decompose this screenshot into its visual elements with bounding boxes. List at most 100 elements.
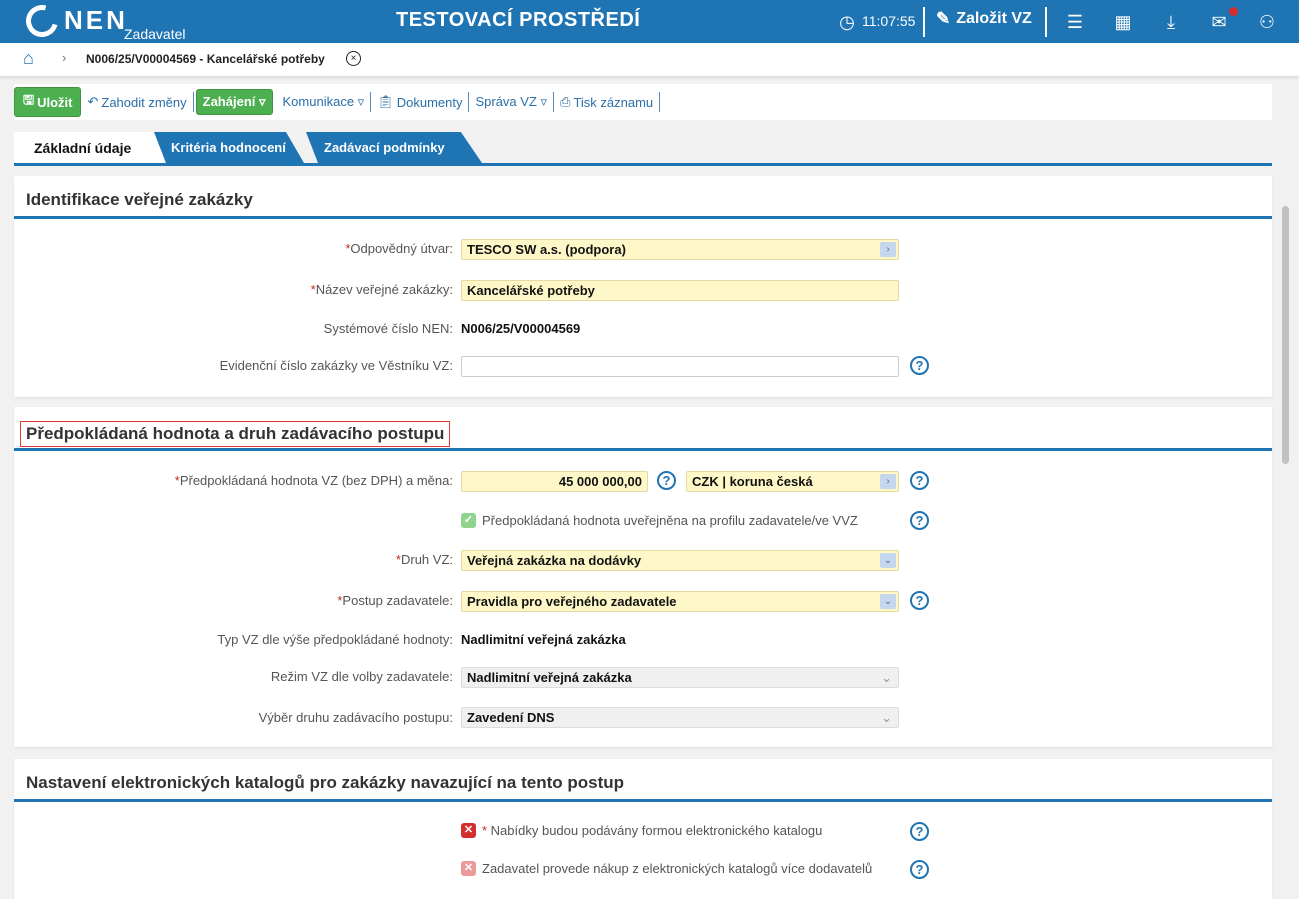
nen-logo[interactable]: NEN Zadavatel	[20, 0, 185, 43]
app-header: NEN Zadavatel TESTOVACÍ PROSTŘEDÍ ◷ 11:0…	[0, 0, 1299, 43]
create-vz-button[interactable]: ✎ Založit VZ	[936, 9, 1032, 29]
help-icon[interactable]: ?	[657, 471, 676, 490]
communication-dropdown[interactable]: Komunikace ▿	[277, 92, 372, 112]
breadcrumb: ⌂ › N006/25/V00004569 - Kancelářské potř…	[0, 43, 1299, 76]
kind-value: Veřejná zakázka na dodávky	[467, 553, 642, 568]
create-vz-label: Založit VZ	[956, 10, 1032, 27]
notification-badge	[1229, 7, 1238, 16]
discard-label: Zahodit změny	[101, 94, 187, 110]
tab-tender-conditions[interactable]: Zadávací podmínky	[306, 132, 482, 163]
help-icon[interactable]: ?	[910, 822, 929, 841]
unit-label: *Odpovědný útvar:	[345, 241, 453, 256]
divider	[14, 216, 1272, 219]
value-label: *Předpokládaná hodnota VZ (bez DPH) a mě…	[174, 473, 453, 488]
print-label: Tisk záznamu	[573, 94, 654, 110]
calendar-icon[interactable]: ▦	[1114, 11, 1132, 32]
chevron-down-icon[interactable]: ⌄	[880, 553, 896, 568]
tab-basic-info[interactable]: Základní údaje	[14, 132, 164, 163]
logo-subtitle: Zadavatel	[124, 26, 186, 42]
published-checkbox[interactable]: ✓	[461, 513, 476, 528]
chevron-down-icon: ⌄	[881, 710, 892, 725]
name-label: *Název veřejné zakázky:	[310, 282, 453, 297]
scrollbar[interactable]	[1280, 176, 1292, 895]
chevron-right-icon[interactable]: ›	[880, 474, 896, 489]
selection-select[interactable]: Zavedení DNS ⌄	[461, 707, 899, 728]
evid-label: Evidenční číslo zakázky ve Věstníku VZ:	[219, 358, 453, 373]
selection-label: Výběr druhu zadávacího postupu:	[258, 710, 453, 725]
evid-input[interactable]	[461, 356, 899, 377]
clock-time: 11:07:55	[862, 13, 916, 29]
printer-icon: ⎙	[560, 94, 571, 109]
kind-select[interactable]: Veřejná zakázka na dodávky ⌄	[461, 550, 899, 571]
type-value: Nadlimitní veřejná zakázka	[461, 632, 626, 647]
divider	[14, 799, 1272, 802]
procedure-label: *Postup zadavatele:	[337, 593, 453, 608]
help-icon[interactable]: ?	[910, 356, 929, 375]
documents-button[interactable]: 📋︎ Dokumenty	[371, 92, 470, 112]
toolbar: 🖫 Uložit ↶ Zahodit změny Zahájení ▿ Komuni…	[14, 84, 1272, 120]
logo-ring-icon	[20, 0, 64, 43]
offers-label: * Nabídky budou podávány formou elektron…	[482, 823, 823, 838]
currency-value: CZK | koruna česká	[692, 474, 813, 489]
unit-field[interactable]: TESCO SW a.s. (podpora) ›	[461, 239, 899, 260]
name-input[interactable]: Kancelářské potřeby	[461, 280, 899, 301]
sysnum-value: N006/25/V00004569	[461, 321, 581, 336]
selection-value: Zavedení DNS	[467, 710, 555, 725]
help-icon[interactable]: ?	[910, 471, 929, 490]
start-dropdown[interactable]: Zahájení ▿	[195, 89, 273, 115]
sysnum-label: Systémové číslo NEN:	[323, 321, 453, 336]
download-icon[interactable]: ⤓	[1167, 11, 1175, 32]
mail-icon[interactable]: ✉	[1211, 11, 1227, 32]
divider	[14, 448, 1272, 451]
documents-label: Dokumenty	[396, 94, 463, 110]
scrollbar-thumb[interactable]	[1282, 206, 1289, 464]
communication-label: Komunikace ▿	[282, 94, 365, 109]
save-label: Uložit	[37, 94, 73, 110]
print-button[interactable]: ⎙ Tisk záznamu	[554, 92, 661, 112]
start-label: Zahájení ▿	[202, 94, 266, 109]
save-button[interactable]: 🖫 Uložit	[14, 87, 82, 117]
section-value-procedure: Předpokládaná hodnota a druh zadávacího …	[14, 407, 1272, 747]
menu-icon[interactable]: ☰	[1066, 11, 1084, 32]
undo-icon: ↶	[87, 94, 99, 109]
help-icon[interactable]: ?	[910, 591, 929, 610]
help-icon[interactable]: ?	[910, 860, 929, 879]
tab-label: Základní údaje	[34, 139, 132, 156]
chevron-right-icon[interactable]: ›	[880, 242, 896, 257]
currency-field[interactable]: CZK | koruna česká ›	[686, 471, 899, 492]
value-input[interactable]: 45 000 000,00	[461, 471, 648, 492]
environment-title: TESTOVACÍ PROSTŘEDÍ	[396, 9, 641, 31]
offers-checkbox[interactable]: ✕	[461, 823, 476, 838]
discard-button[interactable]: ↶ Zahodit změny	[81, 92, 194, 112]
manage-label: Správa VZ ▿	[475, 94, 548, 109]
floppy-icon: 🖫	[23, 92, 35, 107]
procedure-select[interactable]: Pravidla pro veřejného zadavatele ⌄	[461, 591, 899, 612]
tab-evaluation-criteria[interactable]: Kritéria hodnocení	[154, 132, 304, 163]
published-label: Předpokládaná hodnota uveřejněna na prof…	[482, 513, 858, 528]
regime-value: Nadlimitní veřejná zakázka	[467, 670, 632, 685]
chevron-down-icon[interactable]: ⌄	[880, 594, 896, 609]
close-icon[interactable]: ×	[346, 51, 361, 66]
divider	[923, 7, 925, 37]
help-icon[interactable]: ?	[910, 511, 929, 530]
user-icon[interactable]: ⚇	[1258, 11, 1276, 32]
chevron-down-icon: ⌄	[881, 670, 892, 685]
regime-label: Režim VZ dle volby zadavatele:	[270, 669, 453, 684]
section-identification: Identifikace veřejné zakázky *Odpovědný …	[14, 176, 1272, 397]
section-title: Identifikace veřejné zakázky	[26, 190, 253, 209]
manage-dropdown[interactable]: Správa VZ ▿	[469, 92, 555, 112]
tab-label: Kritéria hodnocení	[171, 140, 286, 155]
breadcrumb-current[interactable]: N006/25/V00004569 - Kancelářské potřeby	[86, 52, 325, 66]
regime-select[interactable]: Nadlimitní veřejná zakázka ⌄	[461, 667, 899, 688]
logo-text: NEN	[64, 5, 128, 35]
edit-icon: ✎	[936, 9, 951, 28]
purchase-label: Zadavatel provede nákup z elektronických…	[482, 861, 873, 876]
clipboard-icon: 📋︎	[377, 94, 394, 109]
divider	[1045, 7, 1047, 37]
type-label: Typ VZ dle výše předpokládané hodnoty:	[217, 632, 453, 647]
section-title: Nastavení elektronických katalogů pro za…	[26, 773, 625, 792]
purchase-checkbox[interactable]: ✕	[461, 861, 476, 876]
home-icon[interactable]: ⌂	[23, 48, 34, 68]
procedure-value: Pravidla pro veřejného zadavatele	[467, 594, 677, 609]
section-title: Předpokládaná hodnota a druh zadávacího …	[20, 421, 451, 447]
